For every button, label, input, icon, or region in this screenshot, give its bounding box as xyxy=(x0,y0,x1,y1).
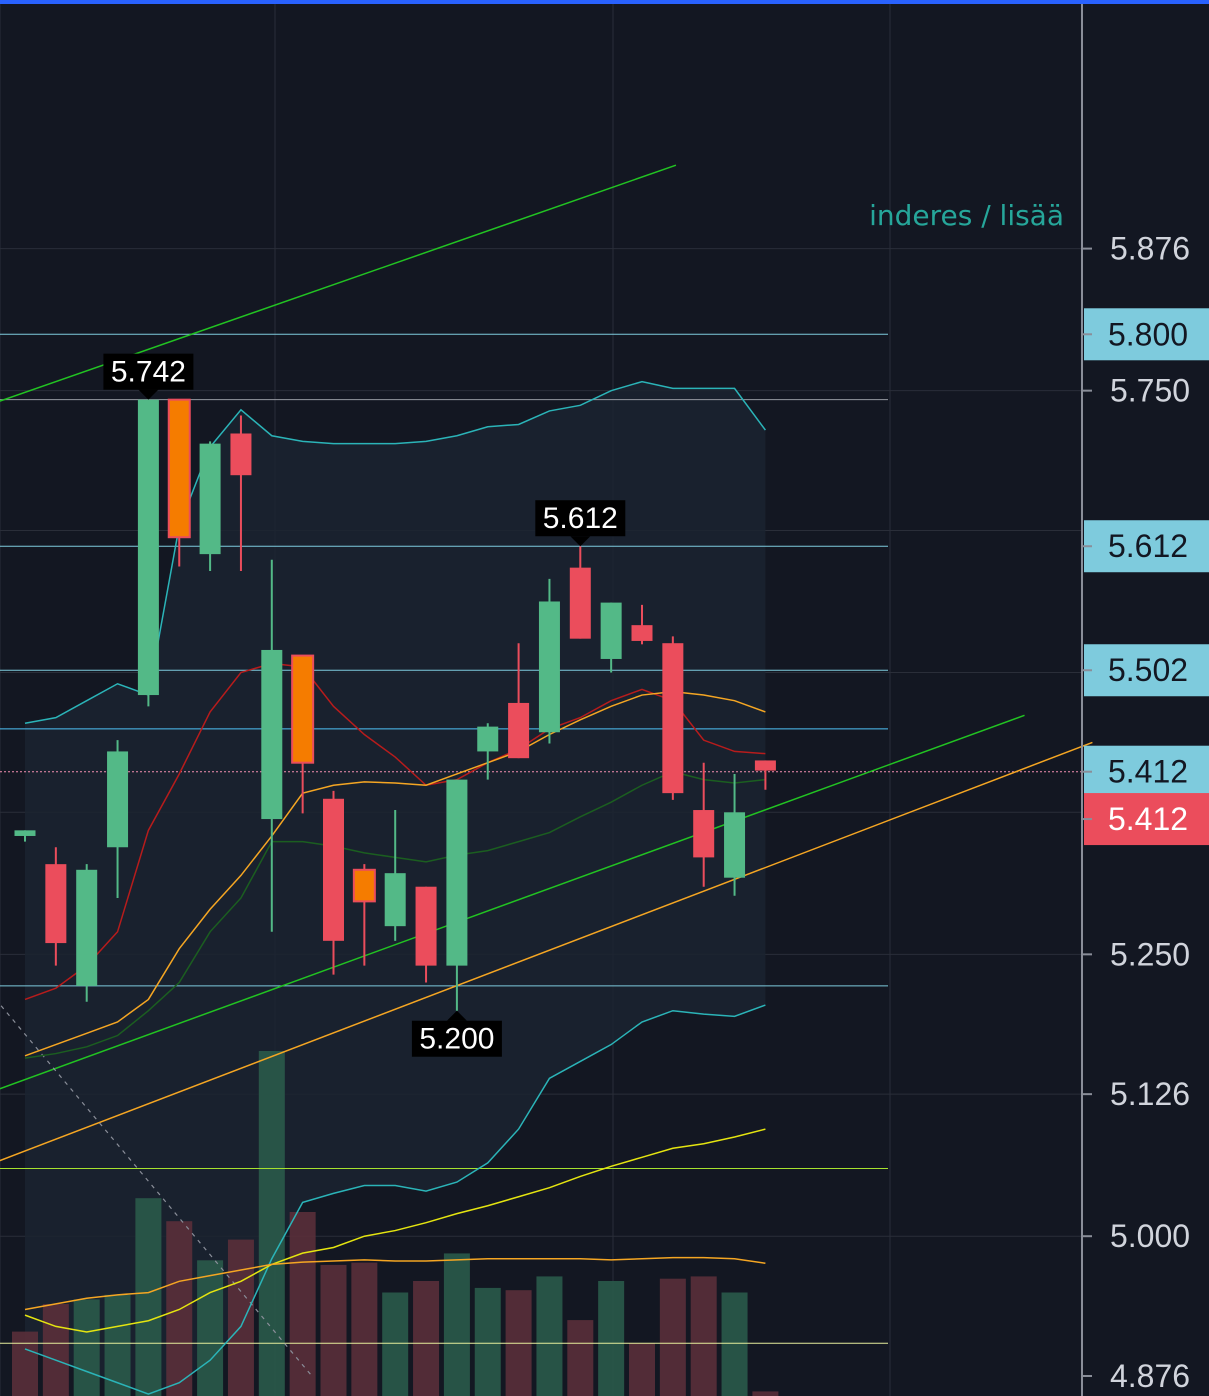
price-badge xyxy=(1084,793,1209,846)
candle-body xyxy=(384,873,406,927)
volume-bar xyxy=(166,1221,193,1396)
candle-body xyxy=(508,702,530,759)
price-axis-label: 5.876 xyxy=(1110,231,1190,267)
candle-body xyxy=(230,433,252,476)
price-badge-label: 5.800 xyxy=(1108,316,1188,352)
volume-bar xyxy=(382,1292,409,1396)
price-badge-label: 5.502 xyxy=(1108,652,1188,688)
volume-bar xyxy=(73,1299,100,1396)
trend-lines[interactable] xyxy=(0,164,1093,1377)
price-callout-pointer xyxy=(138,389,159,400)
volume-bar xyxy=(320,1264,347,1396)
candle-body xyxy=(167,398,191,539)
volume-bar xyxy=(12,1331,38,1396)
candle-body xyxy=(291,654,315,764)
price-callout-box xyxy=(535,500,626,537)
volume-bar xyxy=(690,1276,717,1396)
candle-body xyxy=(261,649,283,820)
indicator-lines xyxy=(24,380,767,1395)
trend-line xyxy=(0,1003,313,1377)
volume-bar xyxy=(659,1278,686,1396)
candle-body xyxy=(45,864,67,944)
price-axis-label: 5.250 xyxy=(1110,936,1190,972)
volume-bar xyxy=(42,1304,69,1396)
volume-bar xyxy=(289,1212,316,1396)
indicator-line xyxy=(24,1128,766,1333)
candle-body xyxy=(477,726,499,752)
price-callout-pointer xyxy=(446,1010,467,1021)
candle-body xyxy=(415,886,437,966)
trend-line xyxy=(0,741,1093,1162)
trend-line xyxy=(0,164,677,402)
volume-bars xyxy=(12,1051,779,1396)
price-badge xyxy=(1084,644,1209,697)
indicator-line xyxy=(24,1256,766,1311)
price-axis-label: 5.126 xyxy=(1110,1076,1190,1112)
volume-bar xyxy=(752,1391,779,1396)
price-axis-label: 5.750 xyxy=(1110,373,1190,409)
price-badge xyxy=(1084,520,1209,573)
price-axis-label: 5.000 xyxy=(1110,1218,1190,1254)
volume-bar xyxy=(474,1287,501,1396)
volume-bar xyxy=(197,1260,224,1396)
volume-bar xyxy=(104,1294,131,1396)
volume-bar xyxy=(443,1253,470,1396)
candle-body xyxy=(323,798,344,941)
candles[interactable] xyxy=(14,398,776,1011)
candle-body xyxy=(352,868,376,903)
price-axis-label: 4.876 xyxy=(1110,1358,1190,1394)
candle-body xyxy=(631,625,653,641)
candle-body xyxy=(107,751,129,848)
candle-body xyxy=(137,399,159,696)
price-callout-pointer xyxy=(570,536,591,547)
price-callout-label: 5.742 xyxy=(111,356,186,389)
price-callout-box xyxy=(103,353,194,390)
price-callouts: 5.742 5.612 5.200 xyxy=(103,353,626,1057)
candle-body xyxy=(693,810,715,858)
candle-body xyxy=(662,643,684,794)
volume-bar xyxy=(598,1281,625,1396)
volume-bar xyxy=(227,1239,254,1396)
indicator-line xyxy=(24,662,766,1001)
volume-bar xyxy=(413,1281,440,1396)
volume-bar xyxy=(536,1276,563,1396)
volume-bar xyxy=(351,1262,378,1396)
candle-body xyxy=(569,567,591,639)
candle-body xyxy=(199,443,221,555)
price-badge xyxy=(1084,745,1209,798)
indicator-line xyxy=(24,690,766,1057)
top-border xyxy=(0,0,1209,4)
candle-body xyxy=(538,601,560,733)
price-axis[interactable]: 5.876 5.750 5.250 5.126 5.000 4.876 xyxy=(1081,0,1190,1396)
price-badge-label: 5.412 xyxy=(1108,754,1188,790)
price-callout-label: 5.612 xyxy=(543,502,618,535)
candle-body xyxy=(724,812,746,878)
volume-bar xyxy=(567,1320,594,1396)
trend-line xyxy=(0,714,1025,1090)
volume-bar xyxy=(629,1343,655,1396)
volume-bar xyxy=(135,1198,162,1396)
price-badge xyxy=(1084,308,1209,361)
candle-body xyxy=(600,602,622,659)
candle-body xyxy=(754,760,776,771)
candle-body xyxy=(446,779,468,966)
indicator-line xyxy=(24,1004,766,1395)
price-callout-box xyxy=(411,1020,502,1057)
price-callout-label: 5.200 xyxy=(419,1023,494,1056)
candle-body xyxy=(76,869,98,986)
price-badge-label: 5.412 xyxy=(1108,801,1188,837)
price-badges: 5.800 5.612 5.502 5.412 5.412 xyxy=(1082,308,1209,846)
volume-bar xyxy=(258,1051,285,1396)
price-badge-label: 5.612 xyxy=(1108,528,1188,564)
watermark-text: inderes / lisää xyxy=(869,199,1064,232)
volume-bar xyxy=(721,1292,748,1396)
candle-body xyxy=(14,830,36,836)
